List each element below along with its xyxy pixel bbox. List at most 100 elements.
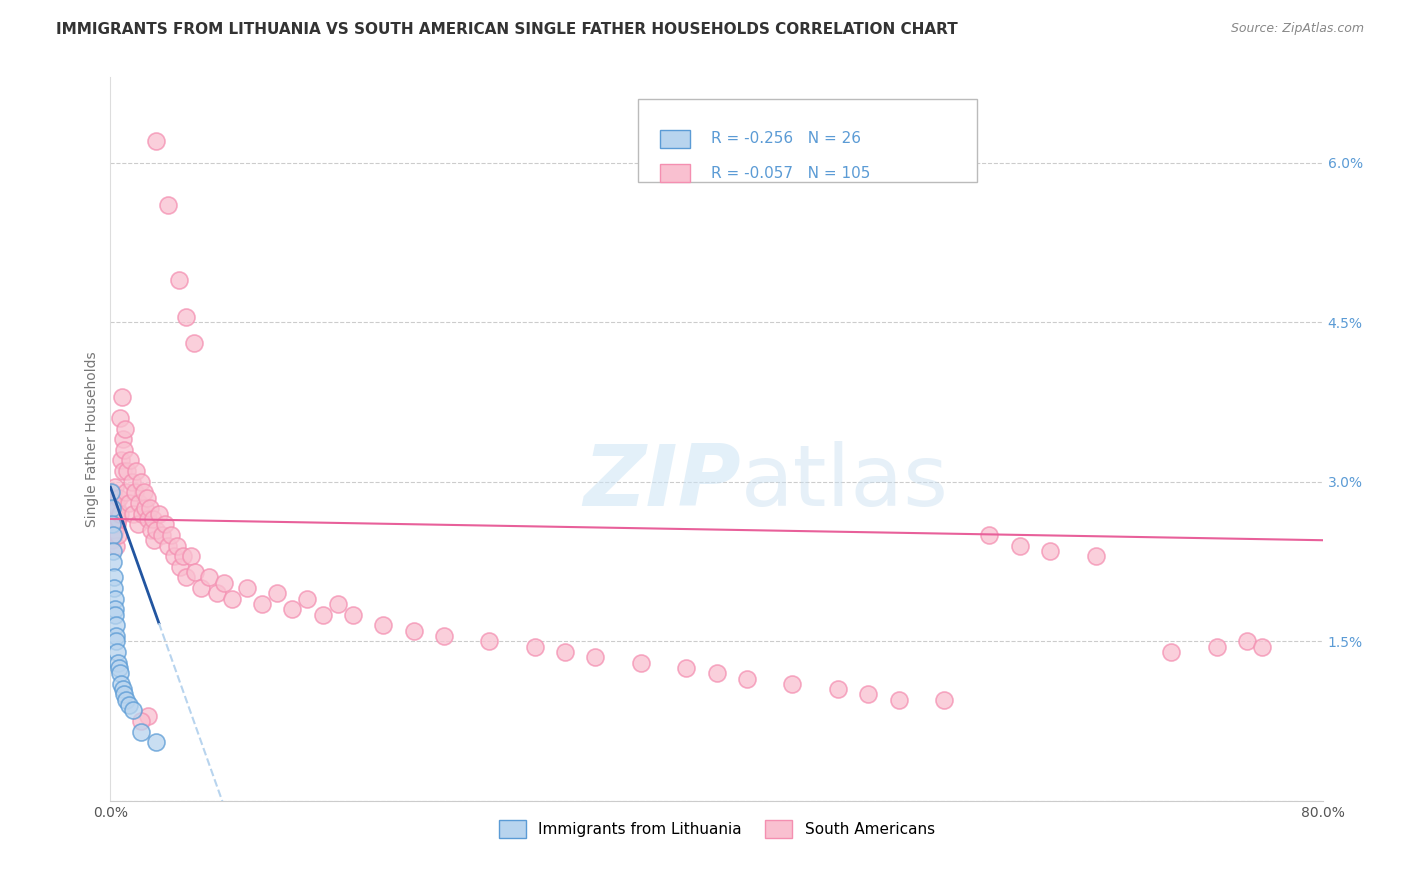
Point: [103, 501, 125, 516]
Point: [117, 698, 139, 713]
Point: [180, 549, 202, 564]
Point: [104, 523, 127, 537]
Point: [145, 523, 167, 537]
Point: [172, 549, 194, 564]
Point: [105, 629, 128, 643]
Point: [402, 624, 425, 638]
Point: [101, 528, 124, 542]
Point: [1205, 640, 1227, 654]
Point: [156, 198, 179, 212]
Point: [121, 475, 143, 489]
Point: [433, 629, 456, 643]
Point: [236, 581, 259, 595]
Point: [112, 442, 135, 457]
Point: [115, 464, 138, 478]
Point: [174, 310, 197, 324]
Point: [887, 693, 910, 707]
Point: [150, 528, 173, 542]
Point: [1251, 640, 1274, 654]
Point: [128, 496, 150, 510]
Point: [107, 528, 129, 542]
Point: [630, 656, 652, 670]
Point: [100, 485, 122, 500]
Point: [101, 496, 124, 510]
Point: [1008, 539, 1031, 553]
Point: [101, 517, 124, 532]
Point: [104, 591, 127, 606]
Point: [114, 421, 136, 435]
Point: [583, 650, 606, 665]
Point: [143, 533, 166, 548]
Point: [110, 677, 132, 691]
Point: [205, 586, 228, 600]
Point: [281, 602, 304, 616]
Point: [153, 517, 176, 532]
Point: [101, 544, 124, 558]
Point: [104, 607, 127, 622]
Point: [107, 656, 129, 670]
Point: [478, 634, 501, 648]
Point: [142, 512, 165, 526]
Point: [675, 661, 697, 675]
Point: [104, 480, 127, 494]
Point: [103, 491, 125, 505]
Point: [190, 581, 212, 595]
Point: [827, 682, 849, 697]
Point: [129, 714, 152, 728]
Point: [148, 507, 170, 521]
Point: [169, 559, 191, 574]
Point: [163, 549, 186, 564]
Point: [120, 453, 142, 467]
Point: [1039, 544, 1062, 558]
Point: [523, 640, 546, 654]
Legend: Immigrants from Lithuania, South Americans: Immigrants from Lithuania, South America…: [492, 814, 941, 844]
Point: [111, 432, 134, 446]
Point: [297, 591, 319, 606]
Point: [166, 539, 188, 553]
Point: [110, 453, 132, 467]
Text: R = -0.057   N = 105: R = -0.057 N = 105: [710, 166, 870, 181]
Point: [117, 496, 139, 510]
Point: [101, 517, 124, 532]
Point: [105, 645, 128, 659]
Point: [105, 517, 128, 532]
Point: [782, 677, 804, 691]
Point: [342, 607, 364, 622]
Point: [135, 491, 157, 505]
Point: [326, 597, 349, 611]
Point: [104, 602, 127, 616]
Point: [101, 485, 124, 500]
Point: [706, 666, 728, 681]
Point: [105, 634, 128, 648]
Point: [212, 575, 235, 590]
Y-axis label: Single Father Households: Single Father Households: [86, 351, 100, 527]
Point: [103, 570, 125, 584]
Point: [250, 597, 273, 611]
Point: [103, 528, 125, 542]
Point: [141, 523, 163, 537]
FancyBboxPatch shape: [638, 99, 977, 182]
Point: [105, 496, 128, 510]
Text: atlas: atlas: [741, 441, 949, 524]
Point: [139, 501, 162, 516]
Point: [129, 724, 152, 739]
Point: [311, 607, 333, 622]
Point: [103, 581, 125, 595]
Point: [122, 507, 145, 521]
Point: [136, 512, 159, 526]
Point: [103, 554, 125, 568]
Point: [174, 570, 197, 584]
Point: [104, 618, 127, 632]
Point: [124, 485, 146, 500]
Point: [932, 693, 955, 707]
Point: [1084, 549, 1107, 564]
Point: [198, 570, 221, 584]
Point: [105, 539, 128, 553]
Point: [127, 517, 149, 532]
Point: [221, 591, 243, 606]
Text: Source: ZipAtlas.com: Source: ZipAtlas.com: [1230, 22, 1364, 36]
Point: [112, 688, 135, 702]
Point: [114, 693, 136, 707]
Point: [108, 507, 131, 521]
Point: [101, 533, 124, 548]
